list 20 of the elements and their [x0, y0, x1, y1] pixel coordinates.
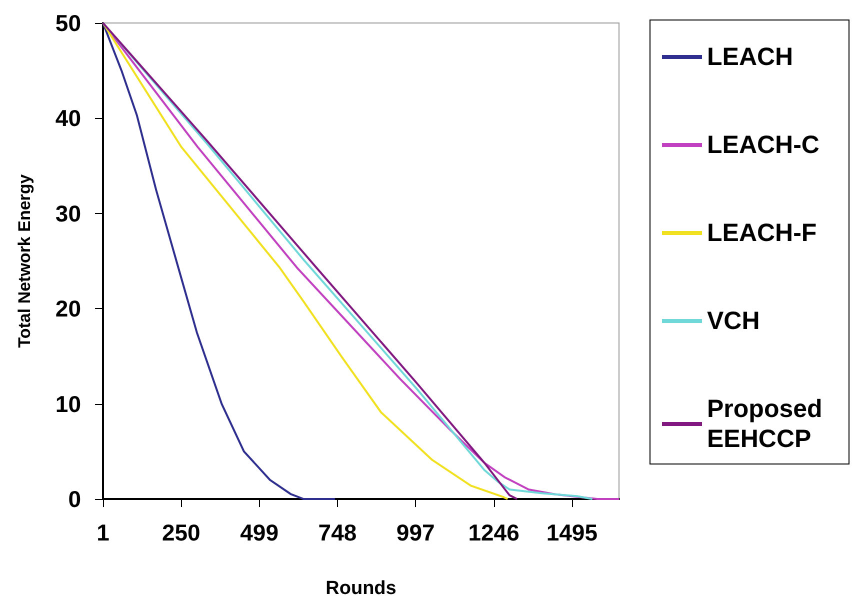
- y-tick-label: 30: [55, 200, 81, 226]
- x-tick-label: 499: [240, 520, 278, 546]
- x-tick-label: 1246: [468, 520, 520, 546]
- legend-label: VCH: [707, 307, 760, 335]
- x-tick-label: 997: [396, 520, 435, 546]
- legend-label: LEACH: [707, 43, 794, 71]
- y-tick-label: 10: [55, 390, 81, 417]
- y-tick-label: 0: [68, 486, 81, 512]
- legend-label: Proposed EEHCCP: [707, 395, 830, 453]
- y-tick-label: 20: [55, 296, 81, 322]
- y-axis-title: Total Network Energy: [15, 174, 34, 348]
- x-tick-label: 1: [96, 520, 110, 546]
- legend-label: LEACH-F: [707, 219, 817, 247]
- x-tick-label: 250: [162, 520, 200, 546]
- x-tick-label: 1495: [546, 520, 598, 546]
- legend-label: LEACH-C: [707, 131, 820, 159]
- y-tick-label: 40: [55, 105, 81, 132]
- x-axis-title: Rounds: [326, 578, 396, 599]
- x-tick-label: 748: [318, 520, 357, 546]
- y-tick-label: 50: [55, 10, 81, 36]
